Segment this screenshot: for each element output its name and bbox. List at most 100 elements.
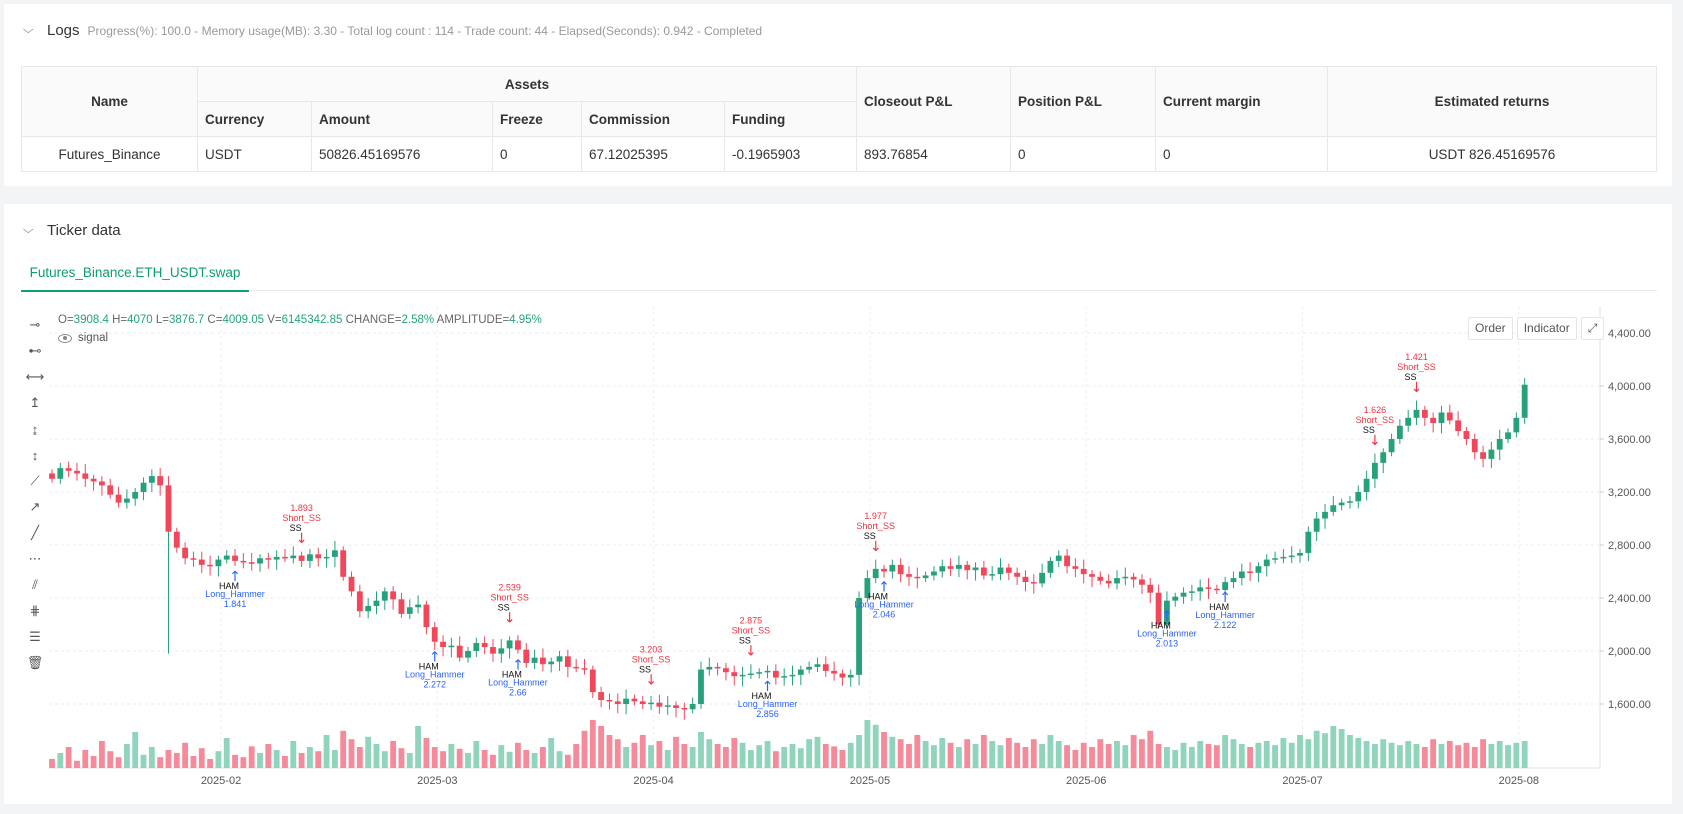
trend-line-icon[interactable]: ⟋ bbox=[30, 473, 40, 488]
volume-bar bbox=[1496, 741, 1503, 768]
signal-tag: SS bbox=[1405, 372, 1417, 382]
volume-bar bbox=[1405, 741, 1412, 768]
volume-bar bbox=[1047, 735, 1054, 768]
horizontal-line-icon[interactable]: ⟷ bbox=[25, 369, 45, 384]
volume-bar bbox=[148, 747, 155, 768]
candle-body bbox=[1172, 596, 1179, 601]
tab-eth-usdt-swap[interactable]: Futures_Binance.ETH_USDT.swap bbox=[21, 255, 249, 292]
chevron-down-icon[interactable]: ⌵ bbox=[22, 224, 34, 236]
price-line-icon[interactable]: ⋯ bbox=[28, 551, 42, 566]
logs-title: Logs bbox=[47, 22, 80, 39]
fib-icon[interactable]: ⋕ bbox=[29, 603, 41, 618]
volume-bar bbox=[257, 753, 263, 768]
drawing-toolbar: ⊸ ⊷ ⟷ ↥ ↨ ↕ ⟋ ↗ ╱ ⋯ ⫽ ⋕ ☰ 🗑 bbox=[24, 312, 46, 676]
candle-body bbox=[1047, 560, 1054, 573]
x-tick-label: 2025-06 bbox=[1066, 775, 1106, 787]
order-button[interactable]: Order bbox=[1468, 317, 1513, 340]
volume-bar bbox=[348, 739, 355, 768]
candle-body bbox=[490, 647, 496, 654]
candle-body bbox=[49, 473, 55, 479]
parallel-channel-icon[interactable]: ⫽ bbox=[32, 577, 38, 592]
candle-body bbox=[847, 674, 854, 678]
volume-bar bbox=[49, 759, 55, 768]
volume-bar bbox=[473, 741, 480, 768]
volume-bar bbox=[1463, 742, 1470, 768]
trash-icon[interactable]: 🗑 bbox=[26, 655, 44, 670]
candle-body bbox=[473, 643, 480, 651]
volume-bar bbox=[698, 732, 704, 768]
candle-body bbox=[440, 641, 446, 648]
segment-icon[interactable]: ╱ bbox=[31, 525, 39, 540]
candle-body bbox=[465, 651, 471, 658]
volume-bar bbox=[315, 751, 322, 768]
candle-body bbox=[57, 468, 64, 479]
indicator-row[interactable]: signal bbox=[58, 332, 108, 344]
volume-bar bbox=[589, 720, 596, 768]
vertical-segment-icon[interactable]: ↨ bbox=[31, 421, 39, 437]
y-tick-label: 2,800.00 bbox=[1608, 540, 1651, 552]
volume-bar bbox=[90, 756, 97, 768]
candle-body bbox=[1247, 571, 1254, 573]
ohlc-volume: 6145342.85 bbox=[281, 314, 343, 326]
volume-bar bbox=[1322, 733, 1328, 768]
logs-header[interactable]: ⌵ Logs Progress(%): 100.0 - Memory usage… bbox=[22, 22, 762, 39]
candle-body bbox=[415, 604, 422, 608]
candle-body bbox=[1355, 492, 1362, 502]
volume-bar bbox=[99, 741, 105, 768]
candle-body bbox=[240, 560, 247, 563]
long-arrow-icon: ↑ bbox=[429, 650, 441, 666]
indicator-button[interactable]: Indicator bbox=[1516, 317, 1577, 340]
volume-bar bbox=[906, 744, 912, 768]
signal-label: Long_Hammer bbox=[1137, 629, 1197, 639]
candle-body bbox=[614, 701, 621, 704]
levels-icon[interactable]: ☰ bbox=[29, 629, 41, 644]
cell-name: Futures_Binance bbox=[21, 136, 198, 172]
horizontal-segment-icon[interactable]: ⊷ bbox=[28, 343, 42, 358]
volume-bar bbox=[939, 738, 946, 768]
ticker-header[interactable]: ⌵ Ticker data bbox=[22, 222, 121, 239]
ohlc-close: 4009.05 bbox=[222, 314, 265, 326]
volume-bar bbox=[240, 757, 247, 768]
vertical-line-icon[interactable]: ↕ bbox=[31, 447, 39, 463]
vertical-ray-icon[interactable]: ↥ bbox=[29, 395, 41, 410]
candle-body bbox=[282, 556, 288, 559]
volume-bar bbox=[381, 751, 388, 768]
volume-bar bbox=[1480, 739, 1486, 768]
candle-body bbox=[598, 692, 605, 701]
horizontal-ray-icon[interactable]: ⊸ bbox=[29, 317, 41, 332]
cell-returns: USDT 826.45169576 bbox=[1327, 136, 1657, 172]
volume-bar bbox=[1014, 742, 1021, 768]
candle-body bbox=[539, 657, 546, 665]
volume-bar bbox=[1471, 747, 1478, 768]
short-arrow-icon: ↓ bbox=[1369, 433, 1381, 449]
volume-bar bbox=[1105, 744, 1112, 768]
cell-amount: 50826.45169576 bbox=[311, 136, 493, 172]
y-tick-label: 3,200.00 bbox=[1608, 487, 1651, 499]
col-returns: Estimated returns bbox=[1327, 66, 1657, 137]
ohlc-low: 3876.7 bbox=[169, 314, 205, 326]
eye-icon[interactable] bbox=[58, 333, 72, 343]
candle-body bbox=[706, 666, 713, 670]
fullscreen-icon[interactable]: ⤢ bbox=[1580, 317, 1605, 340]
candle-body bbox=[1089, 574, 1095, 577]
candle-body bbox=[1438, 412, 1445, 424]
volume-bar bbox=[1089, 747, 1095, 768]
candle-body bbox=[831, 670, 838, 674]
short-arrow-icon: ↓ bbox=[1411, 380, 1423, 396]
candle-body bbox=[315, 554, 322, 559]
volume-bar bbox=[1155, 744, 1162, 768]
candle-body bbox=[1238, 571, 1245, 579]
signal-tag: SS bbox=[290, 523, 302, 533]
volume-bar bbox=[331, 750, 338, 768]
candle-body bbox=[1230, 578, 1237, 583]
volume-bar bbox=[282, 756, 288, 768]
volume-bar bbox=[1263, 741, 1270, 768]
candle-body bbox=[99, 481, 105, 486]
chevron-down-icon[interactable]: ⌵ bbox=[22, 24, 34, 36]
volume-bar bbox=[165, 750, 172, 768]
candle-body bbox=[115, 494, 122, 503]
volume-bar bbox=[931, 745, 937, 768]
volume-bar bbox=[173, 753, 180, 768]
trend-ray-icon[interactable]: ↗ bbox=[29, 499, 41, 514]
